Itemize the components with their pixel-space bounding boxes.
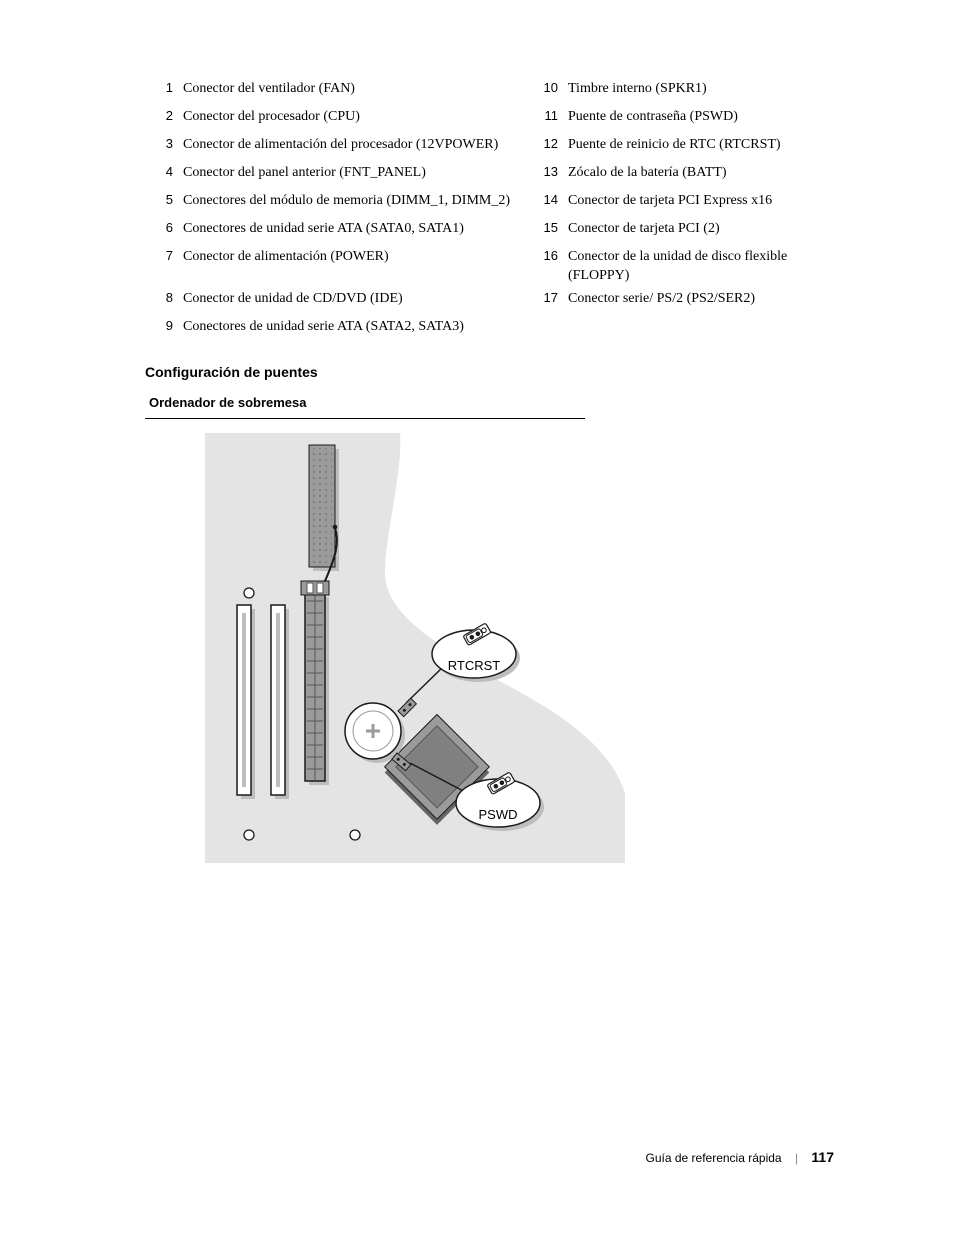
item-number: 8 xyxy=(145,290,183,309)
item-number: 12 xyxy=(530,136,568,155)
item-number: 3 xyxy=(145,136,183,155)
item-number: 2 xyxy=(145,108,183,127)
item-number: 11 xyxy=(530,108,568,127)
heading-jumper-config: Configuración de puentes xyxy=(145,364,834,380)
subheading-desktop: Ordenador de sobremesa xyxy=(145,395,307,410)
item-desc: Conector de alimentación del procesador … xyxy=(183,136,530,155)
page-footer: Guía de referencia rápida | 117 xyxy=(646,1149,835,1165)
screw-hole-icon xyxy=(244,588,254,598)
item-number: 13 xyxy=(530,164,568,183)
item-desc: Conectores de unidad serie ATA (SATA2, S… xyxy=(183,318,530,337)
table-row: 8 Conector de unidad de CD/DVD (IDE) 17 … xyxy=(145,290,834,314)
footer-page-number: 117 xyxy=(811,1149,834,1165)
table-row: 7 Conector de alimentación (POWER) 16 Co… xyxy=(145,248,834,286)
item-desc: Conectores del módulo de memoria (DIMM_1… xyxy=(183,192,530,211)
footer-separator: | xyxy=(795,1151,798,1165)
footer-title: Guía de referencia rápida xyxy=(646,1151,782,1165)
screw-hole-icon xyxy=(244,830,254,840)
item-number: 6 xyxy=(145,220,183,239)
item-desc: Timbre interno (SPKR1) xyxy=(568,80,834,99)
item-number: 10 xyxy=(530,80,568,99)
item-desc: Puente de contraseña (PSWD) xyxy=(568,108,834,127)
item-number: 14 xyxy=(530,192,568,211)
label-rtcrst: RTCRST xyxy=(448,658,501,673)
item-desc: Conector del panel anterior (FNT_PANEL) xyxy=(183,164,530,183)
item-number: 17 xyxy=(530,290,568,309)
item-desc: Conector del procesador (CPU) xyxy=(183,108,530,127)
label-pswd: PSWD xyxy=(479,807,518,822)
item-desc: Conector de la unidad de disco flexible … xyxy=(568,248,834,286)
table-row: 1 Conector del ventilador (FAN) 10 Timbr… xyxy=(145,80,834,104)
item-desc: Conector serie/ PS/2 (PS2/SER2) xyxy=(568,290,834,309)
item-number: 1 xyxy=(145,80,183,99)
motherboard-diagram: RTCRST PSWD xyxy=(185,433,834,868)
item-desc: Conector del ventilador (FAN) xyxy=(183,80,530,99)
item-desc: Zócalo de la batería (BATT) xyxy=(568,164,834,183)
connector-table: 1 Conector del ventilador (FAN) 10 Timbr… xyxy=(145,80,834,342)
table-row: 6 Conectores de unidad serie ATA (SATA0,… xyxy=(145,220,834,244)
item-number: 7 xyxy=(145,248,183,267)
table-row: 3 Conector de alimentación del procesado… xyxy=(145,136,834,160)
item-desc: Conector de tarjeta PCI (2) xyxy=(568,220,834,239)
item-number: 9 xyxy=(145,318,183,337)
screw-hole-icon xyxy=(350,830,360,840)
table-row: 4 Conector del panel anterior (FNT_PANEL… xyxy=(145,164,834,188)
connector-icon xyxy=(271,605,289,799)
item-number: 5 xyxy=(145,192,183,211)
connector-icon xyxy=(237,605,255,799)
item-desc: Puente de reinicio de RTC (RTCRST) xyxy=(568,136,834,155)
item-desc: Conector de alimentación (POWER) xyxy=(183,248,530,267)
item-desc: Conectores de unidad serie ATA (SATA0, S… xyxy=(183,220,530,239)
table-row: 9 Conectores de unidad serie ATA (SATA2,… xyxy=(145,318,834,342)
item-number: 16 xyxy=(530,248,568,286)
subheading-row: Ordenador de sobremesa xyxy=(145,390,585,419)
item-desc: Conector de unidad de CD/DVD (IDE) xyxy=(183,290,530,309)
item-desc: Conector de tarjeta PCI Express x16 xyxy=(568,192,834,211)
table-row: 5 Conectores del módulo de memoria (DIMM… xyxy=(145,192,834,216)
item-number: 4 xyxy=(145,164,183,183)
table-row: 2 Conector del procesador (CPU) 11 Puent… xyxy=(145,108,834,132)
item-number: 15 xyxy=(530,220,568,239)
